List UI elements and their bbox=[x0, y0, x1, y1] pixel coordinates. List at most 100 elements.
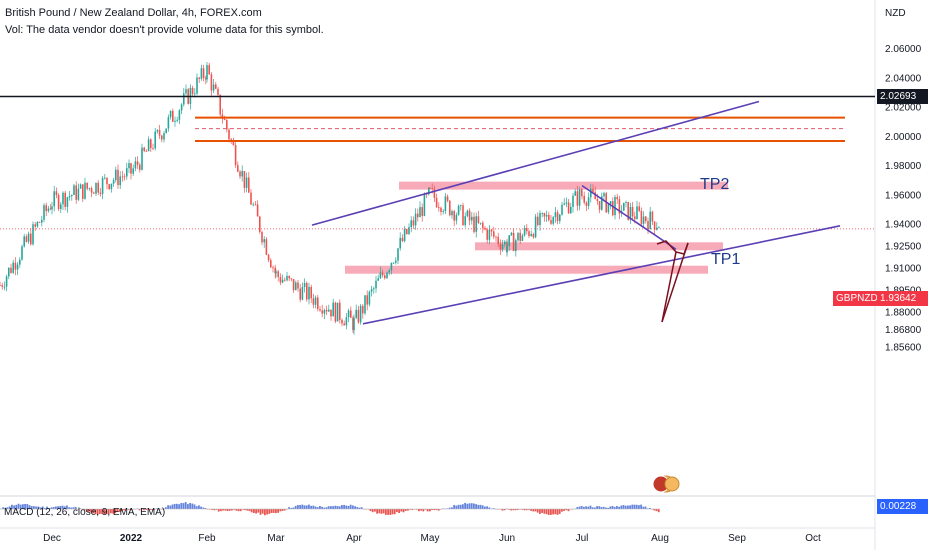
macd-bar bbox=[627, 505, 629, 509]
candle-body bbox=[408, 227, 410, 235]
macd-bar bbox=[52, 506, 55, 509]
candle-body bbox=[428, 187, 430, 195]
candle-body bbox=[16, 264, 19, 270]
candle-body bbox=[112, 180, 115, 184]
candle-body bbox=[649, 211, 651, 230]
macd-bar bbox=[202, 507, 205, 509]
candle-body bbox=[479, 222, 482, 224]
candle-body bbox=[653, 221, 656, 230]
macd-bar bbox=[635, 504, 638, 509]
macd-bar bbox=[633, 504, 636, 509]
macd-bar bbox=[400, 509, 403, 512]
candle-body bbox=[592, 188, 594, 193]
macd-bar bbox=[345, 505, 348, 509]
candle-body bbox=[446, 196, 449, 201]
candle-body bbox=[594, 192, 596, 200]
macd-bar bbox=[121, 509, 123, 512]
candle-body bbox=[95, 182, 97, 194]
macd-bar bbox=[347, 506, 350, 509]
candle-body bbox=[425, 193, 428, 195]
candle-body bbox=[590, 188, 592, 198]
candle-body bbox=[366, 295, 368, 305]
macd-bar bbox=[616, 506, 618, 509]
candle-body bbox=[362, 305, 364, 314]
macd-bar bbox=[433, 509, 436, 511]
support-resistance-zone bbox=[475, 242, 723, 251]
candle-body bbox=[88, 188, 91, 189]
candle-body bbox=[279, 276, 282, 283]
candle-body bbox=[10, 267, 12, 273]
candle-body bbox=[41, 219, 43, 223]
candle-body bbox=[19, 259, 21, 265]
macd-bar bbox=[521, 509, 524, 510]
macd-bar bbox=[640, 504, 642, 509]
macd-bar bbox=[475, 504, 477, 509]
candle-body bbox=[284, 279, 286, 281]
x-tick-label: Mar bbox=[267, 533, 285, 544]
candle-body bbox=[541, 213, 543, 214]
symbol-badge: GBPNZD bbox=[833, 291, 879, 306]
candle-body bbox=[645, 216, 647, 222]
macd-bar bbox=[376, 509, 378, 514]
candle-body bbox=[45, 205, 47, 212]
macd-bar bbox=[369, 509, 372, 512]
candle-body bbox=[596, 199, 599, 201]
macd-bar bbox=[382, 509, 385, 514]
candle-body bbox=[419, 207, 421, 218]
event-icons[interactable] bbox=[652, 475, 680, 493]
candle-body bbox=[429, 187, 431, 189]
candle-body bbox=[359, 305, 362, 323]
candle-body bbox=[256, 204, 259, 217]
macd-bar bbox=[332, 506, 334, 509]
macd-bar bbox=[151, 509, 154, 511]
macd-bar bbox=[107, 509, 110, 515]
macd-bar bbox=[244, 509, 246, 511]
candle-body bbox=[532, 234, 535, 238]
candle-body bbox=[281, 279, 284, 283]
candle-body bbox=[191, 87, 194, 95]
macd-bar bbox=[211, 509, 213, 510]
macd-bar bbox=[72, 507, 75, 509]
macd-bar bbox=[143, 509, 145, 511]
candle-body bbox=[417, 213, 419, 218]
candle-body bbox=[145, 151, 148, 152]
macd-bar bbox=[70, 507, 73, 509]
candle-body bbox=[658, 227, 660, 229]
candle-body bbox=[390, 263, 393, 271]
macd-bar bbox=[182, 503, 185, 509]
candle-body bbox=[330, 309, 332, 317]
candle-body bbox=[106, 177, 108, 185]
macd-bar bbox=[74, 506, 77, 509]
candle-body bbox=[117, 169, 119, 186]
macd-bar bbox=[545, 509, 548, 515]
candle-body bbox=[132, 168, 134, 174]
macd-bar bbox=[455, 505, 458, 509]
macd-bar bbox=[129, 509, 132, 511]
macd-bar bbox=[277, 509, 279, 513]
candle-body bbox=[208, 65, 210, 75]
x-tick-label: Jul bbox=[576, 533, 589, 544]
candle-body bbox=[23, 236, 25, 247]
macd-label[interactable]: MACD (12, 26, close, 9, EMA, EMA) bbox=[4, 507, 166, 518]
macd-bar bbox=[646, 508, 649, 509]
candle-body bbox=[561, 204, 563, 215]
forecast-arrows bbox=[656, 240, 689, 323]
macd-bar bbox=[488, 507, 491, 509]
macd-bar bbox=[66, 505, 68, 509]
macd-bar bbox=[462, 504, 464, 509]
macd-bar bbox=[580, 506, 583, 509]
candle-body bbox=[84, 182, 86, 199]
candle-body bbox=[460, 205, 462, 206]
macd-bar bbox=[239, 509, 242, 512]
macd-bar bbox=[105, 509, 108, 515]
macd-bar bbox=[591, 507, 594, 509]
candle-body bbox=[574, 191, 576, 196]
candle-body bbox=[290, 278, 293, 280]
macd-bar bbox=[492, 508, 495, 509]
macd-bar bbox=[534, 509, 537, 512]
macd-bar bbox=[180, 502, 183, 509]
macd-bar bbox=[437, 509, 440, 511]
macd-bar bbox=[466, 503, 469, 509]
